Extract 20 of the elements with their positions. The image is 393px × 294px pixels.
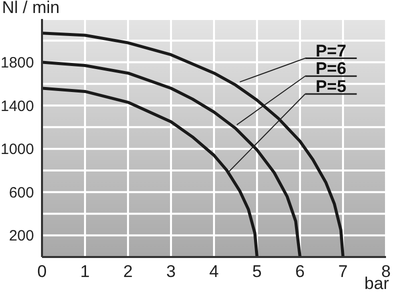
x-tick-label: 4 <box>209 262 219 282</box>
y-axis-title: Nl / min <box>2 0 60 18</box>
x-tick-label: 7 <box>338 262 348 282</box>
x-tick-label: 2 <box>123 262 133 282</box>
annotation: P=6 <box>316 59 346 78</box>
annotation: P=7 <box>316 41 346 60</box>
y-tick-label: 600 <box>8 184 34 202</box>
y-tick-label: 1000 <box>0 141 34 158</box>
line-series <box>42 32 344 257</box>
annotation: P=5 <box>316 76 346 96</box>
x-tick-label: 8 <box>381 262 391 282</box>
x-tick-label: 6 <box>295 262 305 282</box>
y-tick-label: 1400 <box>0 98 34 115</box>
y-tick-label: 200 <box>8 228 34 245</box>
x-tick-label: 5 <box>252 262 262 282</box>
x-tick-label: 0 <box>37 262 47 282</box>
line-series <box>42 60 302 257</box>
y-tick-label: 1800 <box>0 54 34 72</box>
x-tick-label: 1 <box>80 262 90 282</box>
x-tick-label: 3 <box>166 262 176 282</box>
